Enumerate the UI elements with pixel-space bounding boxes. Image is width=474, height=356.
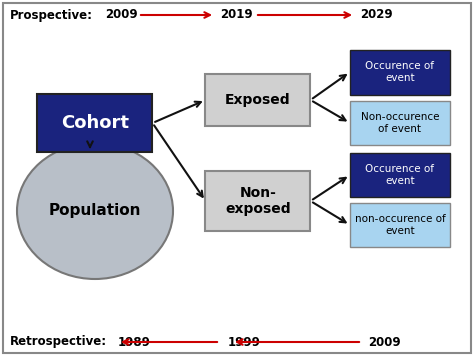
FancyBboxPatch shape <box>206 171 310 231</box>
Text: 2009: 2009 <box>105 9 137 21</box>
Text: Non-
exposed: Non- exposed <box>225 186 291 216</box>
Text: Prospective:: Prospective: <box>10 9 93 21</box>
FancyBboxPatch shape <box>350 153 450 197</box>
FancyBboxPatch shape <box>206 74 310 126</box>
Text: Population: Population <box>49 204 141 219</box>
FancyBboxPatch shape <box>350 203 450 247</box>
Text: 2009: 2009 <box>368 335 401 349</box>
Text: Non-occurence
of event: Non-occurence of event <box>361 112 439 134</box>
FancyBboxPatch shape <box>37 94 153 152</box>
Text: 1989: 1989 <box>118 335 151 349</box>
Text: 1999: 1999 <box>228 335 261 349</box>
FancyBboxPatch shape <box>350 49 450 94</box>
Text: 2019: 2019 <box>220 9 253 21</box>
Text: Occurence of
event: Occurence of event <box>365 164 435 186</box>
Text: Exposed: Exposed <box>225 93 291 107</box>
FancyBboxPatch shape <box>350 101 450 145</box>
Ellipse shape <box>17 143 173 279</box>
Text: Occurence of
event: Occurence of event <box>365 61 435 83</box>
Text: 2029: 2029 <box>360 9 392 21</box>
Text: Retrospective:: Retrospective: <box>10 335 107 349</box>
Text: non-occurence of
event: non-occurence of event <box>355 214 446 236</box>
Text: Cohort: Cohort <box>61 114 129 132</box>
